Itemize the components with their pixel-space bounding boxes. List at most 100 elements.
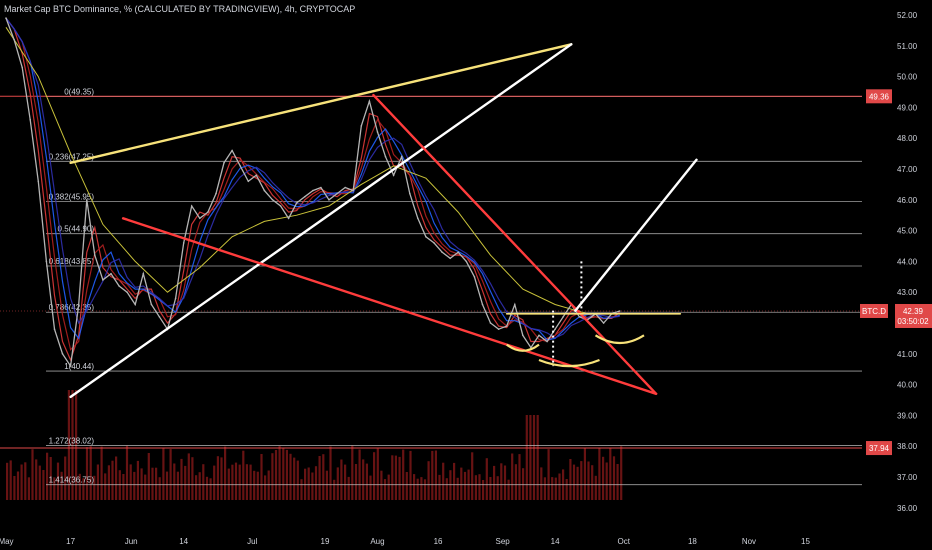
volume-bar <box>184 465 187 500</box>
y-tick-label: 51.00 <box>897 42 918 51</box>
price-point <box>441 251 443 253</box>
volume-bar <box>213 465 216 500</box>
volume-bar <box>267 470 270 500</box>
volume-bar <box>71 390 74 500</box>
price-point <box>215 192 217 195</box>
y-tick-label: 43.00 <box>897 288 918 297</box>
price-point <box>497 328 500 331</box>
price-point <box>618 310 621 312</box>
drawings <box>69 43 698 399</box>
x-tick-label: 16 <box>434 537 443 546</box>
volume-bar <box>496 476 499 500</box>
price-point <box>174 297 177 300</box>
price-point <box>392 174 395 176</box>
y-tick-label: 38.00 <box>897 442 918 451</box>
volume-bar <box>616 464 619 500</box>
volume-bar <box>133 471 136 500</box>
volume-bar <box>547 449 550 500</box>
volume-bar <box>453 462 456 500</box>
fib-level-label: 1.414(36.75) <box>49 476 95 485</box>
volume-bar <box>180 458 183 500</box>
volume-bar <box>173 463 176 500</box>
price-point <box>578 316 581 318</box>
volume-bar <box>53 477 56 500</box>
volume-bar <box>500 463 503 500</box>
volume-bar <box>380 470 383 500</box>
volume-bars <box>6 390 623 500</box>
volume-bar <box>289 453 292 500</box>
volume-bar <box>398 456 401 500</box>
price-badge <box>866 441 892 456</box>
volume-bar <box>9 460 12 500</box>
volume-bar <box>260 454 263 500</box>
fib-level-label: 0.236(47.25) <box>49 152 95 161</box>
price-badge-label: 37.94 <box>869 444 890 453</box>
volume-bar <box>416 478 419 500</box>
volume-bar <box>191 457 194 500</box>
volume-bar <box>391 455 394 500</box>
volume-bar <box>169 449 172 500</box>
x-tick-label: May <box>0 537 14 546</box>
volume-bar <box>351 445 354 500</box>
volume-bar <box>165 471 169 500</box>
volume-bar <box>594 475 597 500</box>
volume-bar <box>423 479 427 500</box>
yellow-moving-average <box>5 27 620 315</box>
price-point <box>110 272 112 275</box>
volume-bar <box>271 453 274 500</box>
volume-bar <box>20 464 23 500</box>
price-point <box>118 285 120 287</box>
left-shoulder-arc <box>506 343 540 352</box>
volume-bar <box>373 452 376 500</box>
volume-bar <box>296 460 299 500</box>
x-tick-label: 14 <box>179 537 188 546</box>
price-point <box>134 303 136 306</box>
volume-bar <box>16 471 20 500</box>
volume-bar <box>100 446 103 500</box>
fib-level-label: 0(49.35) <box>64 88 94 97</box>
volume-bar <box>431 450 434 500</box>
volume-bar <box>532 415 536 500</box>
volume-bar <box>551 477 554 500</box>
volume-bar <box>387 474 390 500</box>
volume-bar <box>612 456 616 500</box>
volume-bar <box>322 454 325 500</box>
fib-level-label: 0.382(45.95) <box>49 192 95 201</box>
volume-bar <box>474 475 477 500</box>
volume-bar <box>198 472 201 500</box>
price-point <box>473 276 476 278</box>
price-point <box>376 131 379 133</box>
price-point <box>5 17 7 19</box>
volume-bar <box>511 453 514 500</box>
volume-bar <box>493 465 496 500</box>
volume-bar <box>325 470 328 500</box>
price-point <box>400 155 403 158</box>
volume-bar <box>151 467 154 500</box>
price-point <box>546 340 548 343</box>
price-point <box>239 165 241 167</box>
price-point <box>489 322 492 324</box>
volume-bar <box>293 457 296 500</box>
price-point <box>602 322 605 324</box>
volume-bar <box>202 464 205 500</box>
price-point <box>37 180 40 183</box>
upper-channel-line <box>69 43 573 165</box>
price-point <box>312 189 314 192</box>
price-point <box>69 365 72 367</box>
volume-bar <box>340 459 343 500</box>
time-axis[interactable]: May 17 Jun 14 Jul 19 Aug 16 Sep 14 Oct 18 Nov 15 <box>0 537 810 546</box>
price-point <box>320 186 322 189</box>
price-axis[interactable]: 52.00 51.00 50.00 49.00 48.00 47.00 46.00 45.00… <box>862 0 932 550</box>
volume-bar <box>463 471 467 500</box>
volume-bar <box>311 472 314 500</box>
volume-bar <box>602 456 605 500</box>
price-point <box>538 334 540 337</box>
symbol-badge <box>860 303 888 318</box>
volume-bar <box>136 460 139 500</box>
volume-bar <box>358 449 361 500</box>
y-tick-label: 47.00 <box>897 165 918 174</box>
volume-bar <box>485 458 488 500</box>
volume-bar <box>231 464 234 500</box>
